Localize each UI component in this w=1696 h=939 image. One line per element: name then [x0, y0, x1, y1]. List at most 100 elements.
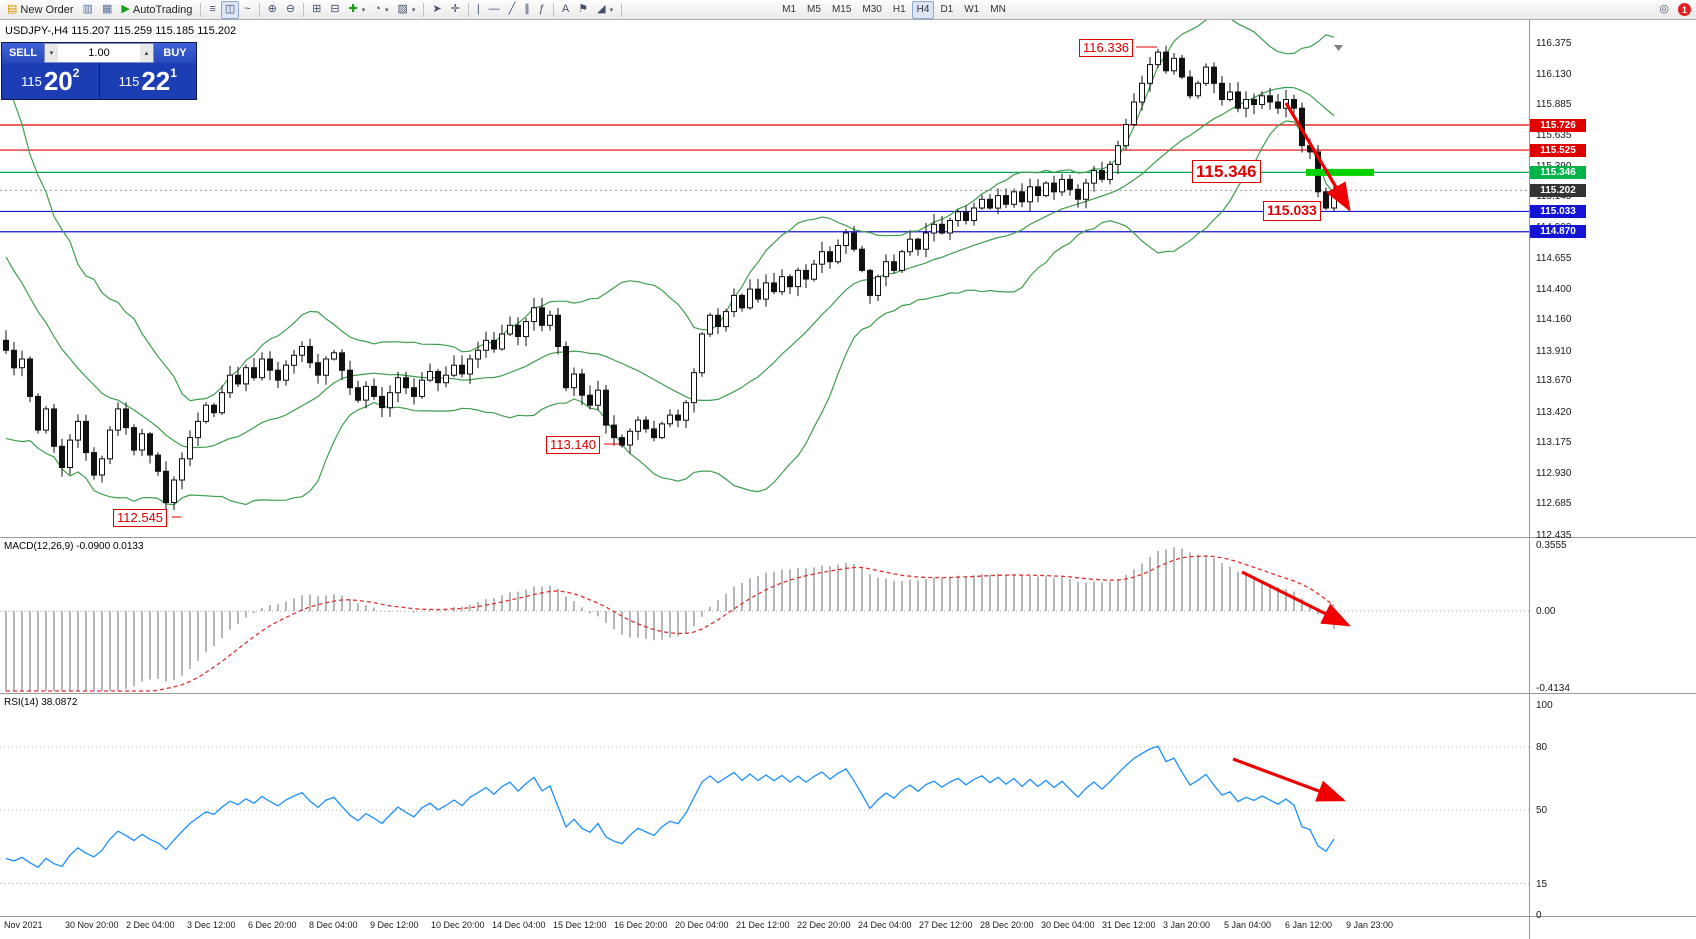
candles-chart-button[interactable]: ◫ [220, 0, 240, 19]
sell-price[interactable]: 115 20 2 [2, 63, 99, 99]
volume-decrease-button[interactable]: ▾ [45, 44, 58, 62]
text-label-button[interactable]: ⚑ [574, 1, 592, 19]
macd-axis-label: 0.00 [1536, 606, 1556, 618]
trend-arrow[interactable] [1241, 570, 1351, 627]
crosshair-button[interactable]: ✛ [447, 1, 464, 19]
macd-panel-canvas[interactable] [0, 539, 1529, 693]
macd-signal-line [6, 555, 1335, 692]
tf-mn-button[interactable]: MN [985, 1, 1011, 19]
rsi-panel-canvas[interactable] [0, 694, 1529, 916]
tile-windows-icon: ⊞ [312, 3, 322, 15]
new-order-icon: ▤ [7, 3, 18, 15]
new-order-button[interactable]: ▤ New Order [3, 1, 78, 19]
search-button[interactable]: ◎ [1655, 1, 1673, 19]
highlight-level-bar[interactable] [1306, 168, 1374, 176]
tf-h4-button[interactable]: H4 [911, 0, 935, 19]
toolbar-separator [200, 2, 202, 17]
fibonacci-button[interactable]: ƒ [535, 1, 549, 19]
price-tag: 115.033 [1530, 204, 1586, 218]
tile-windows-button[interactable]: ⊞ [308, 1, 325, 19]
macd-axis-label: -0.4134 [1536, 683, 1570, 694]
panel-divider[interactable] [0, 537, 1696, 538]
price-tag: 114.870 [1530, 225, 1586, 239]
vertical-line-icon: | [476, 3, 480, 15]
tf-m5-button[interactable]: M5 [802, 1, 826, 19]
new-order-button-label: New Order [20, 3, 74, 16]
autotrading-button[interactable]: ▶ AutoTrading [117, 1, 196, 19]
trendline-button[interactable]: ╱ [505, 1, 520, 19]
price-axis-label: 114.160 [1536, 314, 1572, 326]
buy-button[interactable]: BUY [154, 43, 196, 63]
time-axis-label: 27 Dec 12:00 [919, 920, 973, 930]
price-axis-label: 113.420 [1536, 406, 1572, 418]
periods-button[interactable]: ◔ ▾ [370, 1, 392, 19]
buy-price[interactable]: 115 22 1 [100, 63, 197, 99]
line-chart-button[interactable]: ~ [240, 1, 254, 19]
volume-increase-button[interactable]: ▴ [140, 44, 153, 62]
panel-divider [0, 916, 1696, 917]
tf-w1-button-label: W1 [964, 4, 980, 15]
arrows-button[interactable]: ◢ ▾ [593, 1, 617, 19]
price-axis[interactable]: 116.375116.130115.885115.635115.390115.1… [1530, 20, 1696, 921]
high-price-callout[interactable]: 116.336 [1079, 39, 1134, 58]
price-axis-label: 114.655 [1536, 252, 1572, 264]
low-callout-112545[interactable]: 112.545 [113, 509, 168, 528]
text-button[interactable]: A [558, 1, 573, 19]
cursor-button[interactable]: ➤ [428, 1, 445, 19]
tf-m30-button[interactable]: M30 [857, 1, 886, 19]
price-axis-label: 115.885 [1536, 99, 1572, 111]
sell-button[interactable]: SELL [2, 43, 44, 63]
trend-arrow[interactable] [1232, 757, 1346, 802]
charts-button[interactable]: ▦ [98, 1, 116, 19]
rsi-axis-label: 80 [1536, 742, 1548, 753]
equidistant-channel-button[interactable]: ∥ [520, 1, 534, 19]
low-callout-113140[interactable]: 113.140 [546, 436, 601, 455]
rsi-axis-label: 15 [1536, 878, 1548, 890]
tf-w1-button[interactable]: W1 [959, 1, 984, 19]
time-axis-label: Nov 2021 [4, 920, 43, 930]
tf-m30-button-label: M30 [862, 4, 882, 15]
tf-h1-button[interactable]: H1 [888, 1, 911, 19]
rsi-line [5, 745, 1335, 869]
chart-symbol-title: USDJPY-,H4 115.207 115.259 115.185 115.2… [5, 25, 237, 37]
zoom-in-button[interactable]: ⊕ [264, 1, 281, 19]
notifications-badge[interactable]: 1 [1678, 3, 1691, 16]
resistance-callout[interactable]: 115.346 [1192, 160, 1261, 184]
zoom-out-button[interactable]: ⊖ [282, 1, 299, 19]
main-chart-canvas[interactable] [0, 20, 1529, 537]
volume-input[interactable] [58, 44, 140, 62]
templates-button[interactable]: ▨ ▾ [393, 1, 419, 19]
tf-m1-button[interactable]: M1 [777, 1, 801, 19]
time-axis-label: 30 Nov 20:00 [65, 920, 119, 930]
trend-arrow[interactable] [1284, 102, 1351, 212]
toolbar-separator [258, 2, 260, 17]
price-divider [98, 63, 100, 99]
bars-chart-button[interactable]: ≡ [205, 1, 219, 19]
time-axis-label: 9 Jan 23:00 [1346, 920, 1394, 930]
text-icon: A [561, 3, 570, 15]
right-shift-marker[interactable] [1334, 45, 1343, 51]
depth-of-market-icon: ▥ [82, 3, 93, 15]
time-axis-label: 28 Dec 20:00 [980, 920, 1034, 930]
arrange-windows-button[interactable]: ⊟ [326, 1, 343, 19]
price-tag: 115.346 [1530, 165, 1586, 179]
time-axis-label: 14 Dec 04:00 [492, 920, 546, 930]
time-axis-label: 22 Dec 20:00 [797, 920, 851, 930]
sell-price-integer: 115 [21, 73, 42, 89]
indicators-button[interactable]: ✚ ▾ [345, 1, 370, 19]
support-callout[interactable]: 115.033 [1263, 201, 1321, 221]
tf-d1-button[interactable]: D1 [935, 1, 958, 19]
time-axis-label: 24 Dec 04:00 [858, 920, 912, 930]
tf-m15-button[interactable]: M15 [827, 1, 856, 19]
rsi-axis-label: 50 [1536, 805, 1548, 816]
time-axis[interactable]: Nov 2021 30 Nov 20:00 2 Dec 04:00 3 Dec 12:… [0, 917, 1529, 939]
depth-of-market-button[interactable]: ▥ [79, 1, 97, 19]
price-axis-label: 115.145 [1536, 191, 1572, 203]
bollinger-middle-band [5, 86, 1335, 449]
vertical-line-button[interactable]: | [473, 1, 484, 19]
time-axis-label: 2 Dec 04:00 [126, 920, 175, 930]
horizontal-line-button[interactable]: — [485, 1, 504, 19]
panel-divider[interactable] [0, 693, 1696, 694]
buy-price-integer: 115 [118, 73, 140, 89]
